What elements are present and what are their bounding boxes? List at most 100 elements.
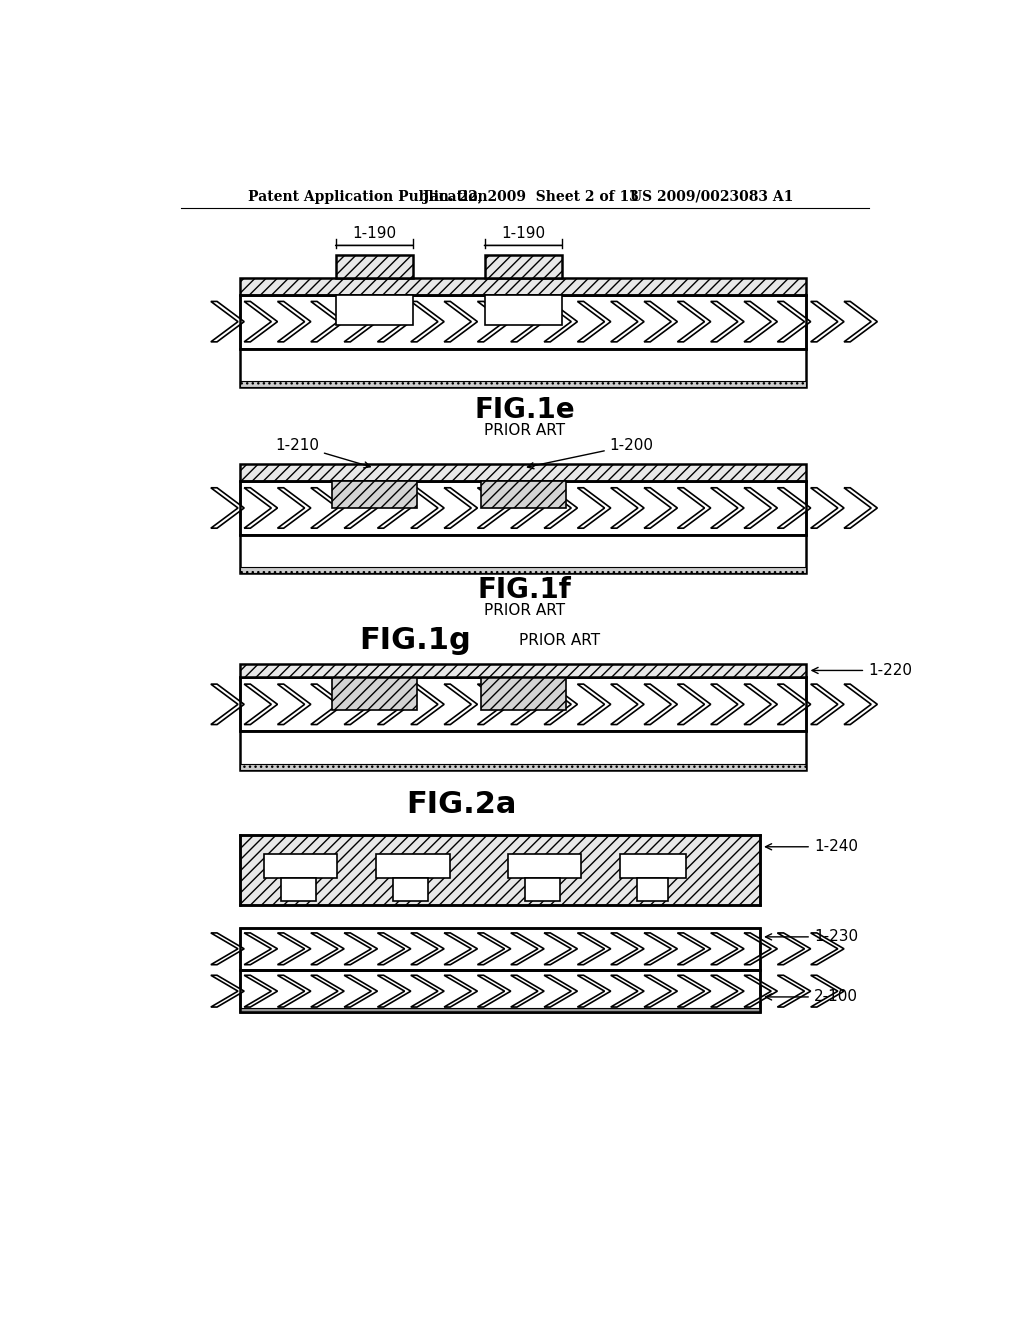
Polygon shape	[644, 684, 678, 725]
Polygon shape	[678, 301, 711, 342]
Polygon shape	[711, 684, 744, 725]
Polygon shape	[678, 933, 711, 965]
Polygon shape	[477, 301, 511, 342]
Polygon shape	[811, 975, 844, 1007]
Text: PRIOR ART: PRIOR ART	[484, 422, 565, 438]
Polygon shape	[411, 301, 444, 342]
Text: US 2009/0023083 A1: US 2009/0023083 A1	[630, 190, 794, 203]
Text: Jan. 22, 2009  Sheet 2 of 13: Jan. 22, 2009 Sheet 2 of 13	[423, 190, 638, 203]
Bar	[524, 878, 560, 900]
Polygon shape	[777, 933, 811, 965]
Polygon shape	[477, 975, 511, 1007]
Bar	[241, 763, 806, 770]
Bar	[241, 294, 806, 348]
Polygon shape	[511, 933, 544, 965]
Polygon shape	[711, 975, 744, 1007]
Polygon shape	[644, 301, 678, 342]
Polygon shape	[678, 488, 711, 528]
Polygon shape	[344, 933, 378, 965]
Polygon shape	[811, 301, 844, 342]
Text: 2-100: 2-100	[766, 990, 858, 1005]
Polygon shape	[511, 301, 544, 342]
Bar	[241, 294, 806, 348]
Polygon shape	[844, 684, 878, 725]
Polygon shape	[544, 933, 578, 965]
Polygon shape	[744, 975, 777, 1007]
Polygon shape	[344, 684, 378, 725]
Polygon shape	[777, 975, 811, 1007]
Polygon shape	[610, 933, 644, 965]
Polygon shape	[578, 488, 610, 528]
Bar	[281, 878, 315, 900]
Bar	[480, 480, 566, 508]
Polygon shape	[544, 488, 578, 528]
Polygon shape	[477, 684, 511, 725]
Text: FIG.1e: FIG.1e	[474, 396, 575, 424]
Bar	[336, 255, 414, 277]
Polygon shape	[744, 684, 777, 725]
Bar	[241, 480, 806, 535]
Bar	[241, 970, 760, 1012]
Polygon shape	[844, 301, 878, 342]
Polygon shape	[578, 975, 610, 1007]
Polygon shape	[744, 488, 777, 528]
Bar	[241, 664, 806, 677]
Text: FIG.1g: FIG.1g	[358, 626, 471, 655]
Text: 1-190: 1-190	[352, 226, 396, 240]
Polygon shape	[477, 933, 511, 965]
Bar	[376, 854, 450, 878]
Polygon shape	[311, 301, 344, 342]
Polygon shape	[244, 488, 278, 528]
Polygon shape	[444, 684, 477, 725]
Bar	[241, 836, 760, 904]
Bar	[621, 854, 686, 878]
Text: FIG.1f: FIG.1f	[478, 577, 571, 605]
Polygon shape	[844, 488, 878, 528]
Polygon shape	[344, 975, 378, 1007]
Polygon shape	[444, 933, 477, 965]
Bar	[480, 677, 566, 710]
Polygon shape	[544, 301, 578, 342]
Polygon shape	[578, 684, 610, 725]
Bar	[241, 677, 806, 731]
Polygon shape	[311, 684, 344, 725]
Bar	[241, 480, 806, 535]
Bar	[332, 480, 417, 508]
Polygon shape	[311, 975, 344, 1007]
Polygon shape	[777, 488, 811, 528]
Bar	[241, 928, 760, 970]
Polygon shape	[244, 684, 278, 725]
Text: 1-240: 1-240	[766, 840, 858, 854]
Bar	[241, 1007, 760, 1012]
Text: Patent Application Publication: Patent Application Publication	[248, 190, 487, 203]
Polygon shape	[477, 488, 511, 528]
Polygon shape	[610, 301, 644, 342]
Polygon shape	[744, 301, 777, 342]
Polygon shape	[544, 684, 578, 725]
Polygon shape	[711, 301, 744, 342]
Bar	[484, 294, 562, 326]
Polygon shape	[811, 488, 844, 528]
Polygon shape	[444, 301, 477, 342]
Text: 1-220: 1-220	[812, 663, 912, 678]
Polygon shape	[278, 975, 311, 1007]
Bar	[241, 465, 806, 480]
Polygon shape	[278, 933, 311, 965]
Bar	[393, 878, 428, 900]
Bar	[241, 677, 806, 731]
Polygon shape	[244, 301, 278, 342]
Bar	[332, 677, 417, 710]
Polygon shape	[211, 301, 244, 342]
Polygon shape	[278, 684, 311, 725]
Polygon shape	[644, 975, 678, 1007]
Polygon shape	[211, 933, 244, 965]
Bar	[484, 255, 562, 277]
Polygon shape	[511, 488, 544, 528]
Bar	[508, 854, 582, 878]
Bar	[336, 294, 414, 326]
Polygon shape	[777, 684, 811, 725]
Bar	[637, 878, 669, 900]
Text: PRIOR ART: PRIOR ART	[519, 632, 600, 648]
Polygon shape	[511, 684, 544, 725]
Text: 1-190: 1-190	[501, 226, 546, 240]
